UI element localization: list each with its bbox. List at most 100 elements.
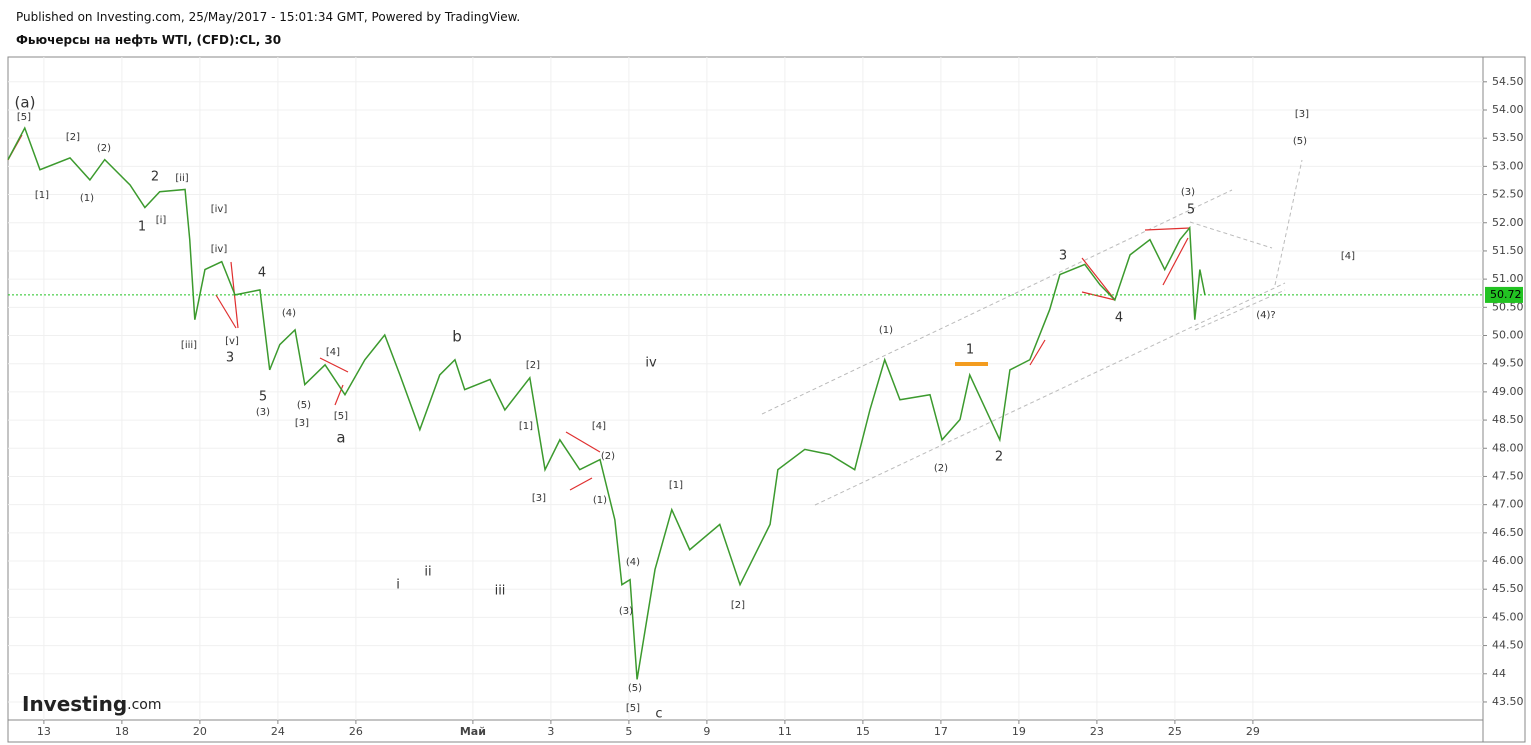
instrument-title: Фьючерсы на нефть WTI, (CFD):CL, 30 [16, 33, 282, 47]
wave-label: a [336, 429, 345, 447]
wave-line [319, 357, 349, 373]
wave-line [1081, 291, 1116, 301]
wave-label: 2 [151, 170, 159, 185]
wave-label: [3] [532, 493, 546, 504]
y-tick-label: 54.50 [1492, 75, 1524, 88]
wave-label: 1 [966, 343, 974, 358]
logo-name: Investing [22, 692, 127, 716]
wave-label: (5) [1293, 136, 1307, 147]
plot: 50.72(a)[5][1][2](1)(2)21 [i][ii][iv][iv]… [7, 94, 1523, 722]
x-tick-label: 3 [547, 725, 554, 738]
x-tick-label: 24 [271, 725, 285, 738]
x-tick-label: 17 [934, 725, 948, 738]
wave-label: [1] [519, 421, 533, 432]
channel-upper [761, 189, 1233, 415]
wave-label: b [452, 328, 462, 346]
wave-lines [7, 134, 1191, 491]
wave-label: (2) [601, 451, 615, 462]
x-tick-label: 15 [856, 725, 870, 738]
wave-label: (5) [297, 400, 311, 411]
wave-label: [1] [35, 190, 49, 201]
wave-label: iii [495, 584, 506, 599]
wave-label: [4] [592, 421, 606, 432]
wave-label: iv [645, 356, 657, 371]
wave-label: [4] [1341, 251, 1355, 262]
x-tick-label: 29 [1246, 725, 1260, 738]
y-tick-label: 45.00 [1492, 610, 1524, 623]
y-tick-label: 52.00 [1492, 216, 1524, 229]
wave-label: [iv] [211, 204, 228, 215]
wave-label: (4) [282, 308, 296, 319]
wave-label: [iii] [181, 340, 197, 351]
y-tick-label: 50.50 [1492, 300, 1524, 313]
x-tick-label: 18 [115, 725, 129, 738]
wave-label: (2) [934, 463, 948, 474]
wave-label: (4)? [1256, 310, 1275, 321]
wave-label: [2] [526, 360, 540, 371]
y-tick-label: 44 [1492, 667, 1506, 680]
wave-label: (a) [15, 94, 36, 112]
y-tick-label: 48.00 [1492, 441, 1524, 454]
channel-lower [814, 282, 1286, 506]
wave-label: 3 [226, 351, 234, 366]
wave-label: 2 [995, 450, 1003, 465]
y-tick-label: 46.00 [1492, 554, 1524, 567]
x-tick-label: 9 [703, 725, 710, 738]
y-tick-label: 47.50 [1492, 469, 1524, 482]
last-price-label: 50.72 [1490, 288, 1522, 301]
wave-label: [3] [1295, 109, 1309, 120]
x-tick-label: 19 [1012, 725, 1026, 738]
wave-label: 3 [1059, 249, 1067, 264]
wave-line [1081, 257, 1116, 301]
wave-line [569, 477, 593, 491]
wave-label: (1) [593, 495, 607, 506]
wave-line [1029, 339, 1046, 366]
y-tick-label: 48.50 [1492, 413, 1524, 426]
x-tick-label: Май [460, 725, 486, 738]
y-tick-label: 49.50 [1492, 357, 1524, 370]
wave-label: i [396, 578, 400, 593]
chart-frame [7, 56, 1526, 743]
wave-label: [1] [669, 480, 683, 491]
wave-label: 5 [259, 390, 267, 405]
y-tick-label: 50.00 [1492, 329, 1524, 342]
wave-line [1144, 227, 1191, 231]
wave-label: 5 [1187, 203, 1195, 218]
x-tick-label: 11 [778, 725, 792, 738]
wave-label: 1 [138, 220, 146, 235]
wave-line [215, 294, 237, 329]
x-tick-label: 13 [37, 725, 51, 738]
wave-label: [5] [17, 112, 31, 123]
channel-lines [761, 159, 1303, 506]
y-tick-label: 51.50 [1492, 244, 1524, 257]
y-tick-label: 51.00 [1492, 272, 1524, 285]
wave-line [334, 384, 344, 406]
wave-label: 4 [258, 266, 266, 281]
x-tick-label: 5 [625, 725, 632, 738]
wave-label: (4) [626, 557, 640, 568]
wave-label: (3) [256, 407, 270, 418]
y-tick-label: 49.00 [1492, 385, 1524, 398]
wave-label: [5] [626, 703, 640, 714]
wave-label: [i] [156, 215, 167, 226]
y-tick-label: 45.50 [1492, 582, 1524, 595]
wave-label: [2] [66, 132, 80, 143]
y-tick-label: 54.00 [1492, 103, 1524, 116]
wave-line [565, 431, 601, 453]
x-tick-label: 20 [193, 725, 207, 738]
logo: Investing.com [22, 692, 162, 716]
wave-label: (1) [80, 193, 94, 204]
logo-suffix: .com [127, 697, 161, 713]
wave-line [1162, 237, 1189, 286]
x-tick-label: 25 [1168, 725, 1182, 738]
wave-label: [4] [326, 347, 340, 358]
wave-label: (3) [1181, 187, 1195, 198]
y-tick-label: 43.50 [1492, 695, 1524, 708]
published-line: Published on Investing.com, 25/May/2017 … [16, 10, 521, 24]
wave-label: (3) [619, 606, 633, 617]
y-tick-label: 52.50 [1492, 188, 1524, 201]
wave-label: [ii] [175, 173, 188, 184]
y-tick-label: 53.00 [1492, 159, 1524, 172]
last-price-box [1485, 286, 1523, 303]
